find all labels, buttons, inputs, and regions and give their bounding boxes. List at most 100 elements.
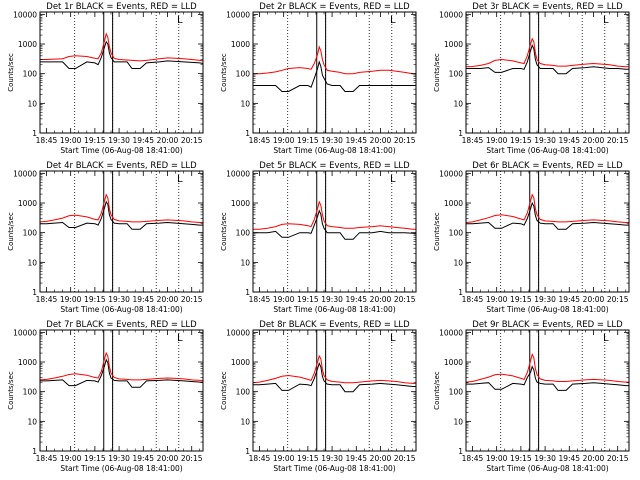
y-tick-label: 1000 xyxy=(444,358,463,367)
y-tick-label: 1000 xyxy=(18,40,37,49)
x-tick-label: 20:15 xyxy=(181,295,203,304)
x-tick-label: 18:45 xyxy=(462,136,484,145)
x-tick-label: 19:45 xyxy=(132,454,154,463)
corner-mark: L xyxy=(390,174,396,185)
y-tick-label: 100 xyxy=(236,70,251,79)
y-tick-label: 10 xyxy=(453,99,463,108)
series-line-events xyxy=(253,209,416,240)
series-line-events xyxy=(40,40,204,69)
series-line-lld xyxy=(253,45,416,75)
series-line-events xyxy=(466,201,629,230)
series-line-lld xyxy=(40,32,204,62)
y-axis-label: Counts/sec xyxy=(7,371,15,410)
x-axis-label: Start Time (06-Aug-08 18:41:00) xyxy=(486,305,608,314)
x-tick-label: 19:45 xyxy=(132,295,154,304)
plot-frame xyxy=(465,11,630,134)
y-tick-label: 100 xyxy=(23,70,38,79)
x-tick-label: 19:15 xyxy=(297,136,319,145)
y-tick-label: 1000 xyxy=(444,40,463,49)
x-tick-label: 20:15 xyxy=(607,454,629,463)
plot-frame xyxy=(465,329,630,452)
y-tick-label: 10 xyxy=(240,99,250,108)
y-tick-label: 1 xyxy=(245,447,250,456)
panel-title: Det 7r BLACK = Events, RED = LLD xyxy=(46,320,197,330)
y-tick-label: 10000 xyxy=(13,328,37,337)
y-tick-label: 100 xyxy=(23,388,38,397)
x-axis-label: Start Time (06-Aug-08 18:41:00) xyxy=(486,146,608,155)
x-tick-label: 18:45 xyxy=(249,136,271,145)
x-tick-label: 19:15 xyxy=(84,136,106,145)
y-tick-label: 10 xyxy=(27,258,37,267)
x-tick-label: 19:00 xyxy=(60,136,82,145)
x-tick-label: 19:30 xyxy=(534,454,556,463)
x-tick-label: 19:30 xyxy=(321,295,343,304)
x-tick-label: 20:00 xyxy=(370,295,392,304)
x-tick-label: 19:15 xyxy=(510,454,532,463)
chart-panel-8: Det 8r BLACK = Events, RED = LLD L 1 10 100 1… xyxy=(220,320,417,473)
x-tick-label: 19:00 xyxy=(486,454,508,463)
x-tick-label: 19:00 xyxy=(273,295,295,304)
x-tick-label: 19:00 xyxy=(273,136,295,145)
x-tick-label: 20:00 xyxy=(583,295,605,304)
plot-frame xyxy=(252,170,417,293)
series-line-lld xyxy=(465,193,629,223)
y-tick-label: 10000 xyxy=(439,10,463,19)
y-axis-label: Counts/sec xyxy=(7,212,15,251)
series-line-events xyxy=(40,358,203,388)
y-tick-label: 1000 xyxy=(231,199,250,208)
y-tick-label: 10 xyxy=(453,417,463,426)
x-tick-label: 18:45 xyxy=(249,295,271,304)
y-tick-label: 1000 xyxy=(444,199,463,208)
y-tick-label: 10000 xyxy=(13,169,37,178)
x-tick-label: 18:45 xyxy=(462,295,484,304)
x-tick-label: 19:15 xyxy=(84,454,106,463)
x-tick-label: 18:45 xyxy=(36,454,58,463)
y-tick-label: 1000 xyxy=(231,40,250,49)
series-line-events xyxy=(466,365,629,391)
panel-title: Det 2r BLACK = Events, RED = LLD xyxy=(259,2,410,12)
x-tick-label: 18:45 xyxy=(249,454,271,463)
x-tick-label: 20:15 xyxy=(394,454,416,463)
x-axis-label: Start Time (06-Aug-08 18:41:00) xyxy=(486,464,608,473)
series-line-lld xyxy=(252,354,416,384)
chart-panel-6: Det 6r BLACK = Events, RED = LLD L 1 10 100 1… xyxy=(433,161,630,314)
x-axis-label: Start Time (06-Aug-08 18:41:00) xyxy=(60,146,182,155)
chart-panel-3: Det 3r BLACK = Events, RED = LLD L 1 10 100 1… xyxy=(433,2,630,155)
panel-title: Det 9r BLACK = Events, RED = LLD xyxy=(472,320,623,330)
x-tick-label: 19:30 xyxy=(108,295,130,304)
panel-title: Det 8r BLACK = Events, RED = LLD xyxy=(259,320,410,330)
y-tick-label: 1 xyxy=(245,288,250,297)
x-tick-label: 20:00 xyxy=(157,454,179,463)
x-tick-label: 20:00 xyxy=(583,136,605,145)
x-tick-label: 20:00 xyxy=(157,295,179,304)
y-tick-label: 100 xyxy=(449,388,464,397)
x-tick-label: 19:45 xyxy=(558,295,580,304)
corner-mark: L xyxy=(177,15,183,26)
x-tick-label: 19:45 xyxy=(132,136,154,145)
series-line-lld xyxy=(465,37,629,68)
x-tick-label: 19:30 xyxy=(321,454,343,463)
y-axis-label: Counts/sec xyxy=(433,371,441,410)
y-tick-label: 10000 xyxy=(226,328,250,337)
x-axis-label: Start Time (06-Aug-08 18:41:00) xyxy=(60,305,182,314)
y-axis-label: Counts/sec xyxy=(220,53,228,92)
plot-frame xyxy=(465,170,630,293)
series-line-events xyxy=(466,44,629,75)
x-tick-label: 19:15 xyxy=(510,295,532,304)
x-tick-label: 19:45 xyxy=(345,295,367,304)
y-tick-label: 10000 xyxy=(13,10,37,19)
y-axis-label: Counts/sec xyxy=(433,53,441,92)
chart-panel-1: Det 1r BLACK = Events, RED = LLD L 1 10 100 1… xyxy=(7,2,204,155)
y-tick-label: 10 xyxy=(453,258,463,267)
x-tick-label: 19:00 xyxy=(486,295,508,304)
y-tick-label: 1 xyxy=(458,447,463,456)
y-tick-label: 10 xyxy=(27,417,37,426)
y-tick-label: 10 xyxy=(240,417,250,426)
x-tick-label: 20:15 xyxy=(181,136,203,145)
y-tick-label: 10000 xyxy=(439,328,463,337)
y-tick-label: 1 xyxy=(458,129,463,138)
x-tick-label: 19:15 xyxy=(84,295,106,304)
x-tick-label: 20:15 xyxy=(607,136,629,145)
x-tick-label: 20:00 xyxy=(370,136,392,145)
y-tick-label: 1 xyxy=(32,288,37,297)
